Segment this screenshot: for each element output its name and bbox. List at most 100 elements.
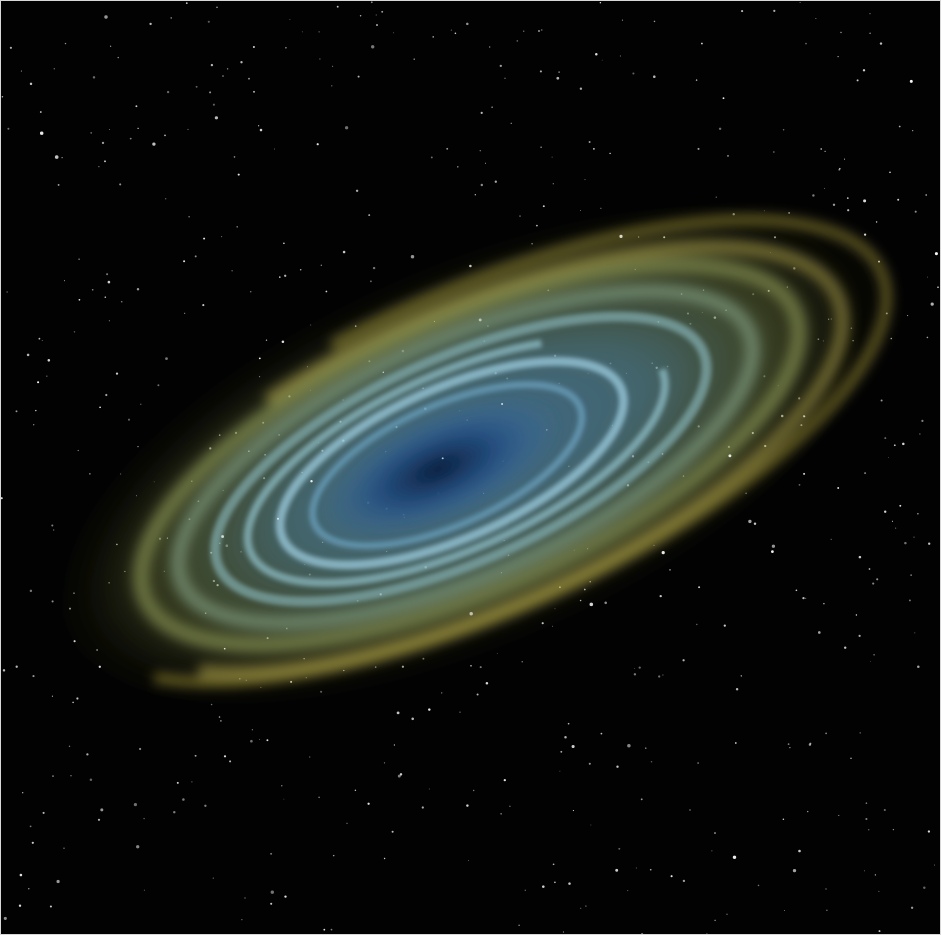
star xyxy=(798,849,801,853)
star xyxy=(619,55,621,57)
star xyxy=(57,183,60,186)
star xyxy=(92,76,96,79)
star xyxy=(869,32,871,34)
star xyxy=(401,665,405,668)
star xyxy=(194,255,197,258)
star xyxy=(332,65,334,67)
star xyxy=(120,300,123,303)
star xyxy=(164,134,166,137)
star xyxy=(855,614,858,616)
star xyxy=(875,221,878,223)
star xyxy=(540,29,543,31)
star xyxy=(898,125,901,128)
star xyxy=(357,75,360,78)
star xyxy=(782,818,785,821)
star xyxy=(320,264,322,266)
star xyxy=(572,810,574,812)
star xyxy=(583,588,586,591)
star xyxy=(897,198,900,201)
star xyxy=(273,148,275,150)
star xyxy=(682,659,685,662)
star xyxy=(787,743,790,745)
star xyxy=(478,318,482,322)
star xyxy=(718,127,722,131)
star xyxy=(556,76,560,80)
star xyxy=(789,746,791,749)
star xyxy=(542,885,545,888)
star xyxy=(129,137,132,140)
star xyxy=(562,931,564,933)
star xyxy=(616,765,619,768)
star xyxy=(552,183,554,185)
star xyxy=(432,36,434,38)
star xyxy=(927,276,928,278)
star xyxy=(470,664,472,667)
star xyxy=(89,473,91,475)
star xyxy=(191,781,193,783)
star xyxy=(383,857,386,860)
star xyxy=(100,808,104,812)
star xyxy=(798,484,801,486)
star xyxy=(518,924,520,926)
star xyxy=(792,868,797,873)
star xyxy=(524,889,526,891)
star xyxy=(600,207,602,209)
star xyxy=(39,131,44,135)
star xyxy=(137,127,139,130)
star xyxy=(226,68,229,70)
star xyxy=(695,79,698,81)
star xyxy=(748,519,752,524)
star xyxy=(501,402,504,406)
star xyxy=(240,61,243,64)
star xyxy=(257,125,260,127)
star xyxy=(912,130,914,132)
star xyxy=(229,760,232,763)
star xyxy=(466,22,469,26)
star xyxy=(483,492,485,494)
star xyxy=(336,5,339,8)
star xyxy=(136,287,140,291)
star xyxy=(697,147,700,150)
star xyxy=(884,437,887,440)
star xyxy=(803,472,806,475)
star xyxy=(904,541,907,545)
star xyxy=(323,928,326,931)
star xyxy=(579,599,582,602)
star xyxy=(700,42,703,45)
outer-arms xyxy=(66,214,892,688)
star xyxy=(77,449,79,452)
star xyxy=(320,690,323,693)
star xyxy=(753,522,757,525)
star xyxy=(35,409,37,412)
star xyxy=(258,738,260,740)
star xyxy=(133,803,137,807)
star xyxy=(29,825,32,828)
star xyxy=(450,29,453,31)
star xyxy=(653,75,656,78)
star xyxy=(867,829,870,831)
star xyxy=(480,111,483,114)
star xyxy=(509,805,511,808)
star xyxy=(696,623,698,626)
star xyxy=(659,594,662,598)
star xyxy=(266,739,269,742)
star xyxy=(223,647,226,650)
star xyxy=(908,599,911,602)
star xyxy=(661,551,665,555)
star xyxy=(590,824,592,826)
star xyxy=(740,675,743,677)
star xyxy=(489,46,491,48)
star xyxy=(202,304,205,307)
star xyxy=(176,781,179,784)
star xyxy=(143,817,145,820)
star xyxy=(0,497,3,500)
star xyxy=(26,353,30,357)
star xyxy=(771,550,774,553)
star xyxy=(902,442,905,446)
star xyxy=(850,757,852,759)
star xyxy=(391,830,394,833)
star xyxy=(812,194,815,197)
star xyxy=(413,58,415,60)
star xyxy=(104,160,106,163)
star xyxy=(221,236,223,238)
